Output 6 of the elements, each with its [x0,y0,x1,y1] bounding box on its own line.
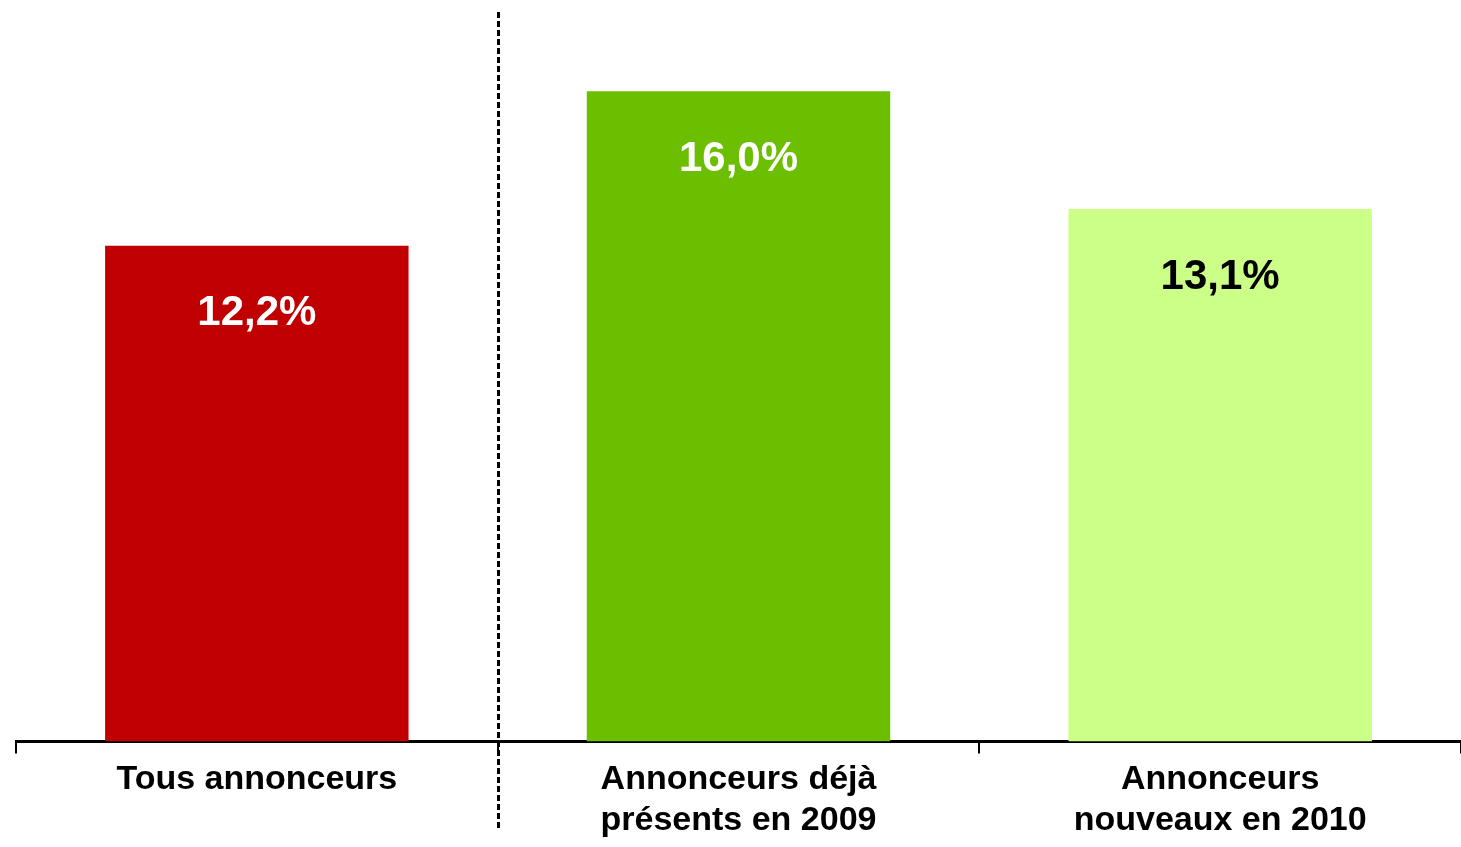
x-tick-label: Annonceurs nouveaux en 2010 [1073,758,1367,837]
data-label: 12,2% [197,287,317,335]
data-label: 16,0% [678,132,799,180]
data-label: 13,1% [1160,250,1280,298]
x-tick-label: Annonceurs déjà présents en 2009 [600,758,877,837]
x-tick-label: Tous annonceurs [116,758,398,797]
